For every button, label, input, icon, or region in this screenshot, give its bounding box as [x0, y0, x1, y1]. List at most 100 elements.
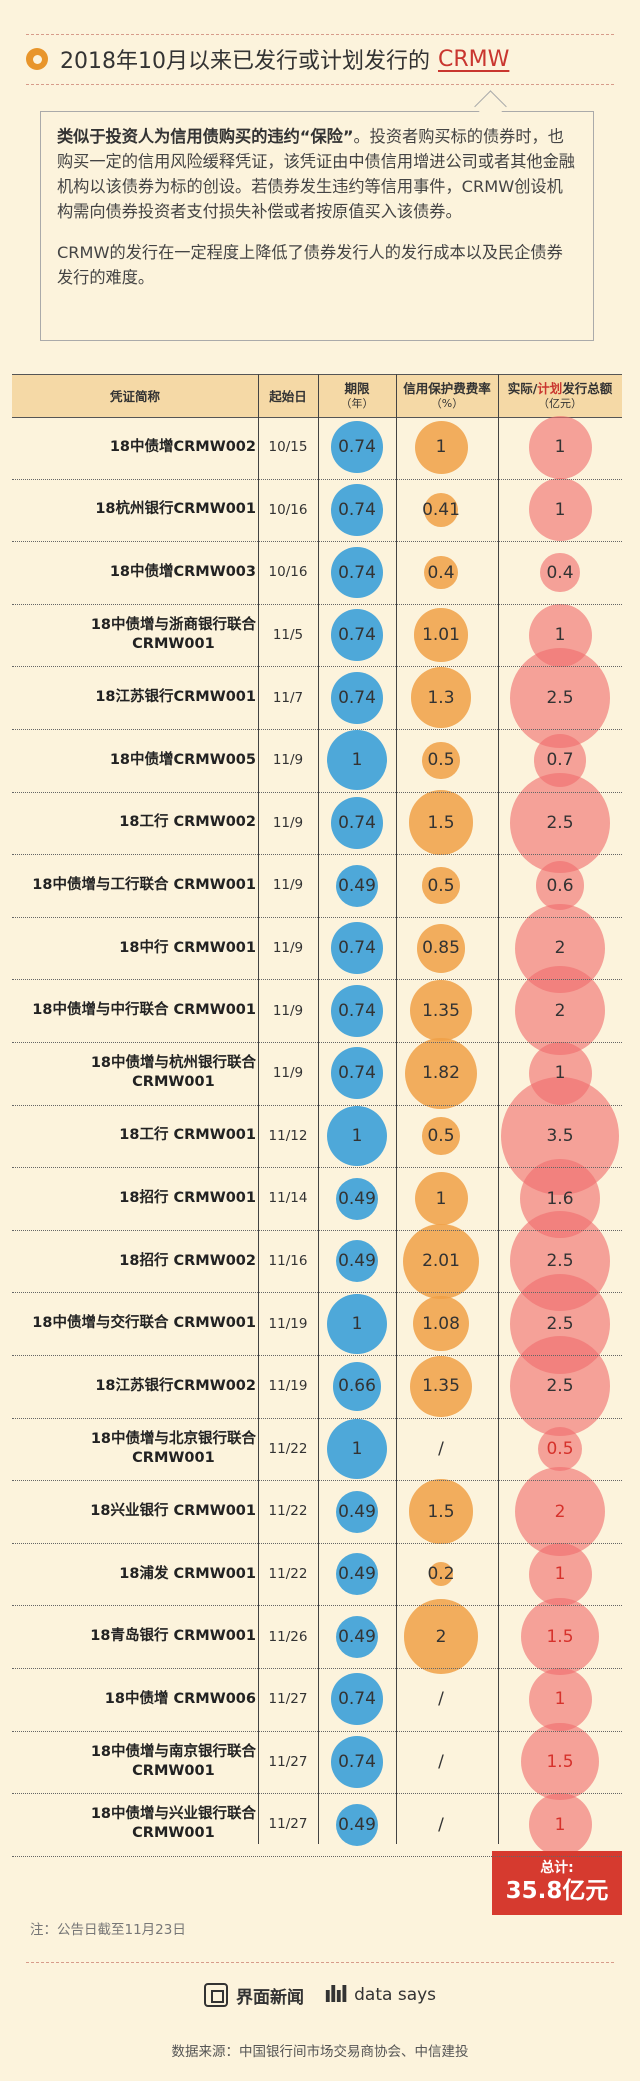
term-value: 1	[351, 1313, 363, 1334]
term-bubble	[327, 1105, 387, 1166]
row-name: 18兴业银行 CRMW001	[12, 1480, 258, 1543]
row-date: 11/27	[268, 1816, 308, 1833]
fee-bubble	[422, 741, 460, 780]
intro-text: 。投资者购买标的债券时，也购买一定的信用风险缓释凭证，该凭证由中债信用增进公司或…	[57, 127, 575, 221]
fee-value: 0.2	[427, 1564, 455, 1585]
header-date: 起始日	[269, 388, 307, 404]
table-row: 18中债增与兴业银行联合 CRMW001 11/27	[12, 1793, 622, 1857]
term-value: 0.74	[338, 1751, 376, 1772]
row-name-line: 18浦发 CRMW001	[119, 1565, 256, 1582]
amount-value: 2.5	[546, 1376, 574, 1397]
amount-bubble	[537, 1426, 583, 1472]
table-row: 18兴业银行 CRMW001 11/22	[12, 1480, 622, 1544]
row-name: 18中债增与中行联合 CRMW001	[12, 979, 258, 1042]
title-text: 2018年10月以来已发行或计划发行的	[60, 49, 430, 74]
row-name-line: 18招行 CRMW002	[119, 1252, 256, 1269]
intro-text-2: CRMW的发行在一定程度上降低了债券发行人的发行成本以及民企债券发行的难度。	[57, 243, 563, 287]
term-bubble	[336, 1615, 378, 1658]
title-bullet-icon	[26, 48, 48, 70]
row-name-line: 18中债增与北京银行联合	[90, 1430, 256, 1447]
row-name-line: 18工行 CRMW002	[119, 814, 256, 831]
fee-value: 1.35	[422, 1000, 460, 1021]
row-name: 18中债增与杭州银行联合 CRMW001	[12, 1042, 258, 1105]
term-value: 0.74	[338, 437, 376, 458]
row-name-line: 18中债增与杭州银行联合	[90, 1055, 256, 1072]
fee-bubble	[408, 790, 474, 856]
row-name-line: 18兴业银行 CRMW001	[90, 1502, 256, 1519]
term-bubble	[332, 1361, 382, 1411]
amount-value: 2.5	[546, 687, 574, 708]
amount-bubble	[528, 1793, 592, 1856]
fee-bubble	[424, 555, 458, 590]
row-name-line: 18江苏银行CRMW002	[95, 1377, 256, 1394]
term-bubble	[331, 484, 383, 536]
total-value: 35.8亿元	[505, 1878, 609, 1904]
row-name-line: 18中债增CRMW005	[109, 751, 256, 768]
row-date: 11/9	[272, 940, 304, 957]
term-bubble	[336, 1553, 378, 1596]
row-date: 11/22	[268, 1566, 308, 1583]
amount-bubble	[528, 1542, 592, 1606]
row-name-line: 18中债增与工行联合 CRMW001	[32, 876, 256, 893]
table-row: 18中债增CRMW005 11/9	[12, 729, 622, 793]
term-value: 0.49	[338, 1501, 376, 1522]
row-name-line: 18中债增与南京银行联合	[90, 1743, 256, 1760]
header-term: 期限 （年）	[340, 381, 374, 410]
table-row: 18中债增与杭州银行联合 CRMW001 11/9	[12, 1042, 622, 1106]
table-row: 18中债增与浙商银行联合 CRMW001 11/5	[12, 604, 622, 668]
term-bubble	[331, 797, 383, 849]
amount-value: 0.4	[546, 562, 574, 583]
table-row: 18中债增与中行联合 CRMW001 11/9	[12, 979, 622, 1043]
fee-bubble	[410, 979, 472, 1042]
term-bubble	[327, 1293, 387, 1354]
row-name-line: 18杭州银行CRMW001	[95, 501, 256, 518]
fee-value: /	[438, 1438, 444, 1459]
fee-value: 0.85	[422, 938, 460, 959]
table-row: 18中债增CRMW002 10/15	[12, 416, 622, 480]
total-label: 总计:	[540, 1860, 574, 1876]
col-divider	[396, 374, 397, 1844]
table-row: 18招行 CRMW002 11/16	[12, 1230, 622, 1294]
fee-value: 2.01	[422, 1251, 460, 1272]
table-row: 18工行 CRMW002 11/9	[12, 792, 622, 856]
table-row: 18中债增与工行联合 CRMW001 11/9	[12, 854, 622, 918]
table-row: 18江苏银行CRMW002 11/19	[12, 1355, 622, 1419]
term-value: 0.74	[338, 812, 376, 833]
amount-value: 2.5	[546, 812, 574, 833]
fee-bubble	[414, 608, 468, 662]
row-name: 18中债增与北京银行联合 CRMW001	[12, 1418, 258, 1481]
term-value: 0.74	[338, 562, 376, 583]
row-date: 10/15	[268, 439, 308, 456]
fee-bubble	[424, 492, 458, 527]
term-bubble	[331, 1673, 383, 1726]
amount-value: 1	[554, 1689, 566, 1710]
fee-value: 1.3	[427, 687, 455, 708]
table-row: 18江苏银行CRMW001 11/7	[12, 666, 622, 730]
row-name-line: 18中债增与兴业银行联合	[90, 1806, 256, 1823]
amount-value: 0.6	[546, 875, 574, 896]
amount-bubble	[510, 647, 610, 748]
term-bubble	[336, 1490, 378, 1533]
term-bubble	[331, 1047, 383, 1100]
fee-value: 1.35	[422, 1376, 460, 1397]
row-date: 11/16	[268, 1253, 308, 1270]
brand-jiemian: 界面新闻	[235, 1987, 304, 2008]
fee-bubble	[410, 1355, 472, 1418]
fee-bubble	[414, 1172, 468, 1225]
amount-value: 1	[554, 1814, 566, 1835]
term-bubble	[331, 1736, 383, 1788]
term-bubble	[327, 1418, 387, 1479]
row-name: 18中债增与工行联合 CRMW001	[12, 854, 258, 917]
data-source: 数据来源：中国银行间市场交易商协会、中信建投	[171, 2044, 469, 2060]
row-date: 11/27	[268, 1753, 308, 1770]
header-fee: 信用保护费费率 （%）	[403, 381, 491, 410]
header-amount: 实际/计划发行总额 （亿元）	[507, 381, 613, 410]
term-value: 1	[351, 1125, 363, 1146]
table-row: 18中行 CRMW001 11/9	[12, 917, 622, 981]
term-value: 1	[351, 1438, 363, 1459]
amount-value: 3.5	[546, 1125, 574, 1146]
row-name: 18江苏银行CRMW002	[12, 1355, 258, 1418]
title-highlight: CRMW	[437, 46, 510, 72]
row-date: 11/14	[268, 1190, 308, 1207]
footnote: 注：公告日截至11月23日	[30, 1922, 186, 1938]
